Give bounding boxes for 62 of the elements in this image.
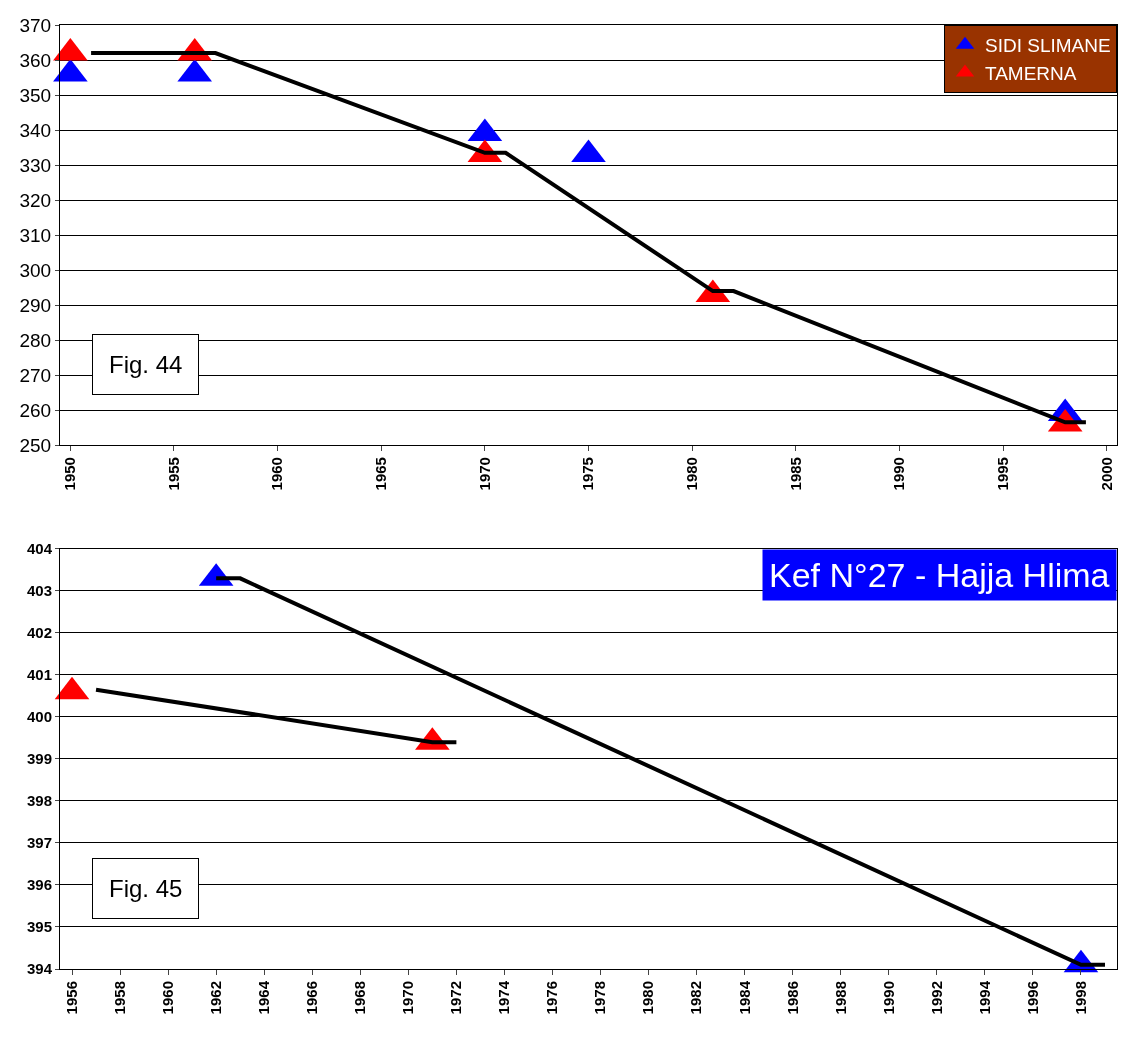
x-tick-label: 1990: [879, 981, 897, 1015]
y-tick-label: 403: [26, 582, 52, 600]
y-tick-label: 397: [26, 834, 52, 852]
x-tick-label: 1960: [268, 457, 286, 491]
y-tick-label: 330: [19, 154, 52, 176]
y-tick-label: 400: [26, 708, 52, 726]
y-tick-label: 395: [26, 918, 52, 936]
x-tick-label: 1985: [786, 457, 804, 491]
x-tick-label: 1980: [683, 457, 701, 491]
y-tick-label: 260: [19, 399, 52, 421]
y-tick-label: 340: [19, 119, 52, 141]
y-tick-label: 398: [26, 792, 52, 810]
x-tick-label: 1968: [351, 981, 369, 1015]
x-tick-label: 1986: [783, 981, 801, 1015]
x-tick-label: 1966: [303, 981, 321, 1015]
y-tick-label: 404: [26, 540, 53, 558]
x-tick-label: 1976: [543, 981, 561, 1015]
y-tick-label: 280: [19, 329, 52, 351]
y-tick-label: 370: [19, 14, 52, 36]
y-tick-label: 270: [19, 364, 52, 386]
x-tick-label: 1988: [831, 981, 849, 1015]
x-tick-label: 1980: [639, 981, 657, 1015]
x-tick-label: 1992: [927, 981, 945, 1015]
x-tick-label: 1974: [495, 980, 513, 1015]
x-tick-label: 1996: [1023, 981, 1041, 1015]
x-tick-label: 1995: [993, 457, 1011, 491]
x-tick-label: 1990: [890, 457, 908, 491]
x-tick-label: 1975: [579, 457, 597, 491]
x-tick-label: 1960: [158, 981, 176, 1015]
x-tick-label: 1958: [110, 981, 128, 1015]
annotation: Fig. 45: [109, 875, 183, 902]
x-tick-label: 1950: [61, 457, 79, 491]
x-tick-label: 1994: [975, 980, 993, 1015]
y-tick-label: 401: [26, 666, 52, 684]
y-tick-label: 402: [26, 624, 52, 642]
y-tick-label: 310: [19, 224, 52, 246]
x-tick-label: 2000: [1097, 457, 1115, 491]
y-tick-label: 396: [26, 876, 52, 894]
annotation: Kef N°27 - Hajja Hlima: [769, 556, 1110, 594]
x-tick-label: 1982: [687, 981, 705, 1015]
y-tick-label: 290: [19, 294, 52, 316]
y-tick-label: 350: [19, 84, 52, 106]
x-tick-label: 1965: [372, 457, 390, 491]
annotation: Fig. 44: [109, 351, 183, 378]
legend-label: TAMERNA: [985, 62, 1077, 84]
y-tick-label: 394: [26, 960, 53, 978]
x-tick-label: 1970: [399, 981, 417, 1015]
x-tick-label: 1998: [1071, 981, 1089, 1015]
y-tick-label: 300: [19, 259, 52, 281]
x-tick-label: 1978: [591, 981, 609, 1015]
x-tick-label: 1956: [62, 981, 80, 1015]
x-tick-label: 1955: [164, 457, 182, 491]
legend-label: SIDI SLIMANE: [985, 35, 1111, 57]
y-tick-label: 360: [19, 49, 52, 71]
y-tick-label: 399: [26, 750, 52, 768]
x-tick-label: 1962: [207, 981, 225, 1015]
x-tick-label: 1964: [255, 980, 273, 1015]
y-tick-label: 320: [19, 189, 52, 211]
x-tick-label: 1970: [475, 457, 493, 491]
y-tick-label: 250: [19, 434, 52, 456]
x-tick-label: 1984: [735, 980, 753, 1015]
x-tick-label: 1972: [447, 981, 465, 1015]
